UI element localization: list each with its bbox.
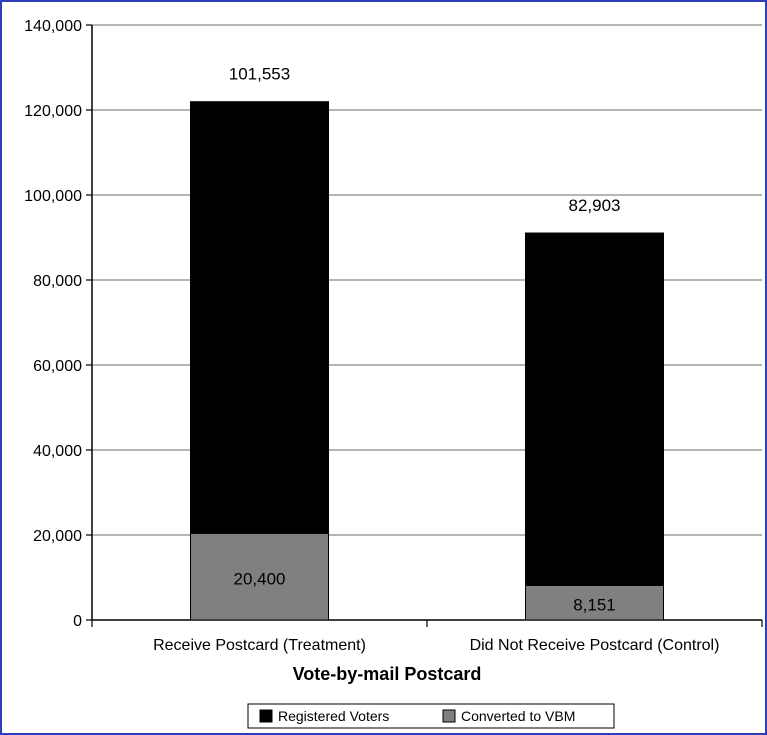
y-tick-label: 60,000 (33, 358, 82, 375)
y-tick-label: 120,000 (24, 103, 82, 120)
y-tick-label: 20,000 (33, 528, 82, 545)
y-tick-label: 100,000 (24, 188, 82, 205)
bar-registered (190, 101, 329, 534)
legend-box (247, 703, 615, 729)
category-label: Did Not Receive Postcard (Control) (470, 637, 720, 654)
legend: Registered Voters Converted to VBM (247, 703, 615, 729)
category-label: Receive Postcard (Treatment) (153, 637, 366, 654)
legend-label: Registered Voters (278, 708, 389, 724)
y-tick-label: 0 (73, 613, 82, 630)
data-label: 101,553 (229, 65, 290, 84)
bar-converted (190, 532, 329, 621)
data-label: 82,903 (569, 196, 621, 215)
legend-label: Converted to VBM (461, 708, 575, 724)
legend-swatch (442, 709, 456, 723)
y-tick-label: 140,000 (24, 18, 82, 35)
bars (190, 101, 664, 621)
x-axis-title: Vote-by-mail Postcard (293, 664, 482, 684)
data-label: 8,151 (573, 596, 616, 615)
data-label: 20,400 (234, 570, 286, 589)
legend-swatch (259, 709, 273, 723)
bar-registered (525, 232, 664, 586)
data-labels: 20,400 101,553 8,151 82,903 (229, 65, 621, 615)
y-tick-label: 40,000 (33, 443, 82, 460)
y-tick-label: 80,000 (33, 273, 82, 290)
